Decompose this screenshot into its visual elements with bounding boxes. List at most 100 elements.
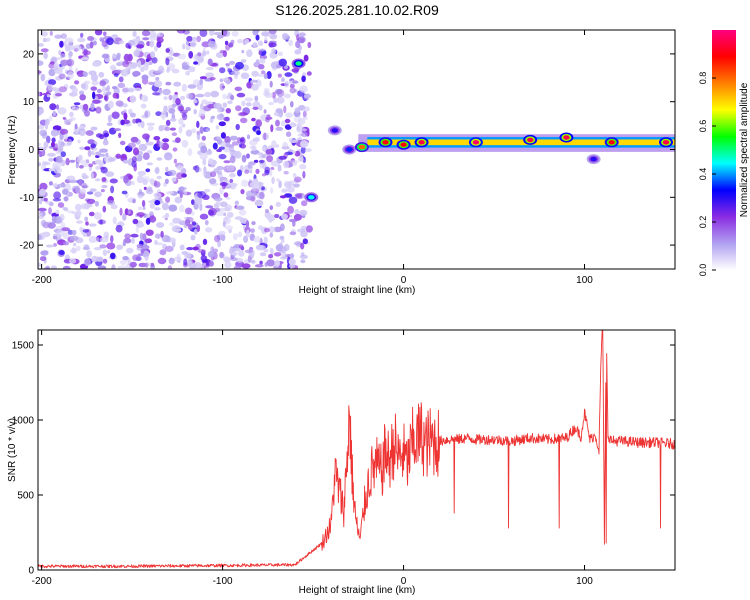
noise-blob — [209, 76, 216, 81]
noise-blob — [238, 250, 245, 257]
colorbar-tick-label: 0.0 — [698, 264, 708, 277]
noise-blob — [80, 83, 86, 89]
noise-blob — [92, 40, 97, 46]
noise-blob — [106, 200, 115, 206]
noise-blob — [288, 258, 296, 266]
y-tick-label: 0 — [28, 145, 34, 156]
noise-blob — [304, 148, 312, 153]
noise-blob — [84, 110, 90, 117]
noise-blob — [276, 89, 285, 98]
noise-blob — [256, 73, 266, 77]
noise-blob — [279, 195, 287, 199]
colorbar-ticks: 0.0 0.2 0.4 0.6 0.8 — [698, 72, 716, 277]
noise-blob — [179, 109, 188, 114]
noise-blob — [154, 167, 160, 174]
noise-blob — [60, 151, 66, 158]
colorbar-bar — [712, 30, 736, 270]
noise-blob — [88, 223, 97, 227]
noise-blob — [45, 265, 50, 269]
noise-blob — [281, 32, 289, 40]
noise-blob — [79, 146, 85, 150]
noise-blob — [153, 181, 161, 188]
noise-blob — [240, 59, 247, 63]
noise-blob — [141, 74, 149, 81]
noise-blob — [49, 31, 53, 36]
x-tick-label: 100 — [576, 275, 593, 286]
noise-blob — [57, 183, 66, 188]
noise-blob — [175, 98, 181, 105]
noise-blob — [204, 91, 212, 98]
noise-blob — [139, 232, 144, 241]
noise-blob — [234, 248, 241, 252]
noise-blob — [69, 111, 74, 118]
noise-blob — [184, 190, 187, 196]
noise-blob — [181, 123, 186, 128]
noise-blob — [75, 245, 81, 251]
noise-blob — [51, 215, 57, 224]
noise-blob — [107, 114, 112, 123]
signal-feature — [382, 140, 389, 145]
noise-blob — [223, 160, 231, 164]
noise-blob — [284, 72, 293, 77]
noise-blob — [38, 60, 44, 66]
noise-blob — [137, 206, 143, 211]
noise-blob — [293, 241, 303, 246]
noise-blob — [262, 146, 266, 151]
noise-blob — [273, 112, 279, 116]
noise-blob — [205, 149, 213, 155]
y-tick-label: -20 — [20, 241, 35, 252]
noise-blob — [210, 171, 217, 178]
noise-blob — [141, 30, 151, 37]
noise-blob — [250, 80, 254, 84]
noise-blob — [284, 118, 291, 124]
noise-blob — [137, 194, 143, 199]
noise-blob — [171, 132, 177, 137]
noise-blob — [67, 118, 73, 123]
noise-blob — [282, 142, 288, 148]
signal-feature — [346, 147, 353, 152]
noise-blob — [38, 70, 42, 74]
noise-blob — [129, 261, 137, 268]
noise-blob — [116, 62, 122, 67]
noise-blob — [90, 86, 98, 91]
noise-blob — [103, 95, 108, 101]
noise-blob — [50, 265, 57, 269]
noise-blob — [64, 44, 71, 52]
noise-blob — [234, 86, 243, 92]
noise-blob — [132, 70, 141, 77]
noise-blob — [300, 259, 306, 264]
noise-blob — [142, 133, 150, 140]
noise-blob — [63, 207, 69, 212]
colorbar-tick-label: 0.8 — [698, 72, 708, 85]
noise-blob — [134, 87, 142, 92]
noise-blob — [102, 139, 109, 146]
noise-blob — [145, 229, 154, 236]
noise-blob — [43, 52, 48, 60]
noise-blob — [97, 265, 107, 269]
noise-blob — [288, 196, 298, 204]
noise-blob — [124, 233, 131, 239]
noise-blob — [53, 62, 60, 68]
noise-blob — [130, 136, 139, 143]
noise-blob — [75, 210, 82, 216]
noise-blob — [94, 159, 102, 165]
noise-blob — [92, 61, 101, 67]
noise-blob — [155, 76, 160, 81]
noise-blob — [49, 103, 57, 111]
noise-blob — [192, 246, 199, 251]
noise-blob — [207, 58, 213, 66]
noise-blob — [55, 226, 63, 230]
noise-blob — [48, 68, 56, 77]
noise-blob — [199, 30, 208, 37]
noise-blob — [229, 178, 234, 184]
noise-blob — [167, 265, 173, 269]
noise-blob — [241, 154, 247, 163]
noise-blob — [197, 52, 202, 57]
noise-blob — [273, 252, 282, 257]
noise-blob — [109, 178, 118, 184]
noise-blob — [218, 230, 226, 236]
noise-blob — [251, 84, 259, 91]
noise-blob — [266, 155, 274, 163]
noise-blob — [165, 166, 169, 173]
noise-blob — [247, 254, 252, 263]
